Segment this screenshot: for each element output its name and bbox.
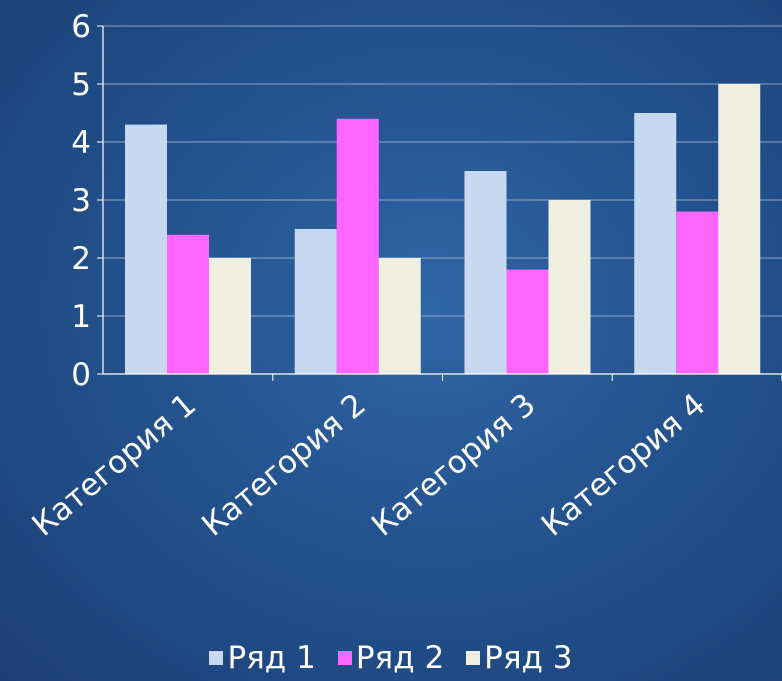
y-tick-label: 6	[71, 9, 91, 45]
bar-series-2-category-2	[336, 118, 379, 374]
y-tick-label: 5	[71, 67, 91, 103]
bar-series-2-category-1	[167, 234, 209, 374]
bar-series-3-category-3	[548, 200, 591, 374]
legend-item-series-1: Ряд 1	[209, 640, 316, 676]
bar-series-1-category-3	[464, 171, 507, 374]
x-category-label: Категория 3	[365, 387, 542, 544]
bar-series-1-category-1	[125, 124, 167, 374]
bar-series-3-category-4	[718, 84, 761, 374]
x-category-label: Категория 1	[26, 387, 203, 544]
y-tick-label: 1	[71, 299, 91, 335]
bar-series-1-category-4	[634, 113, 677, 374]
y-tick-label: 4	[71, 125, 91, 161]
legend-swatch-series-2	[337, 651, 352, 665]
legend-label-series-2: Ряд 2	[355, 640, 445, 676]
bar-series-2-category-3	[506, 269, 549, 374]
legend: Ряд 1 Ряд 2 Ряд 3	[0, 640, 782, 676]
bar-series-3-category-1	[209, 258, 251, 374]
x-category-label: Категория 2	[195, 387, 372, 544]
y-tick-label: 3	[71, 183, 91, 219]
y-tick-label: 0	[71, 357, 91, 393]
legend-swatch-series-1	[209, 651, 224, 665]
legend-label-series-1: Ряд 1	[227, 640, 316, 676]
x-category-label: Категория 4	[535, 387, 712, 544]
bar-series-3-category-2	[378, 258, 421, 374]
legend-label-series-3: Ряд 3	[484, 640, 573, 676]
legend-item-series-2: Ряд 2	[337, 640, 445, 676]
y-tick-label: 2	[71, 241, 91, 277]
legend-swatch-series-3	[466, 651, 481, 665]
legend-item-series-3: Ряд 3	[466, 640, 573, 676]
bar-series-2-category-4	[676, 211, 719, 374]
bar-series-1-category-2	[294, 229, 337, 374]
